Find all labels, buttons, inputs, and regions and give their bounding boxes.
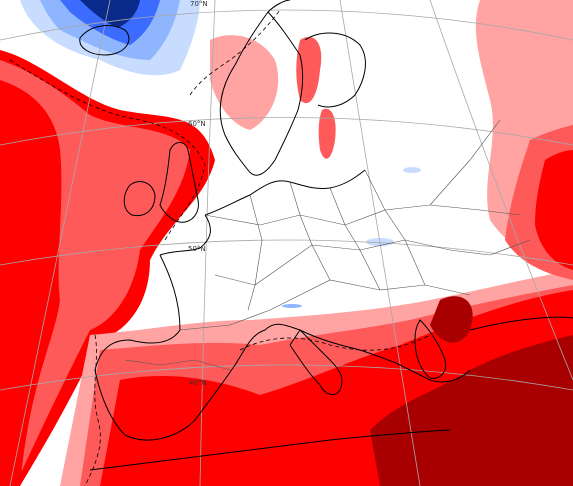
coastline-iceland [79, 25, 130, 56]
meridian-line-4 [429, 0, 573, 381]
border-segment-2 [289, 181, 331, 281]
coastline-finland [304, 32, 366, 108]
meridian-line-3 [339, 0, 421, 486]
coastline-turkey [469, 316, 573, 331]
anomaly-area-red-east [535, 150, 573, 270]
contour-line-north [189, 9, 281, 96]
border-segment-5 [204, 204, 431, 226]
coastline-north-africa [89, 429, 451, 471]
meridian-line-1 [9, 0, 111, 486]
border-segment-10 [449, 239, 531, 256]
coastline-scandinavia [219, 0, 304, 176]
border-segment-7 [179, 279, 471, 331]
latitude-line-50 [0, 239, 573, 266]
contour-line-med [239, 334, 431, 351]
anomaly-area-cool-italy [282, 304, 302, 308]
lat-label-70: 70°N [190, 0, 208, 8]
latitude-line-40 [0, 364, 573, 391]
latitude-line-70 [0, 9, 573, 41]
coastline-italy [289, 329, 343, 396]
border-segment-1 [247, 194, 263, 311]
anomaly-area-red-baltic [318, 108, 336, 159]
border-segment-4 [364, 169, 426, 286]
anomaly-area-dark-south [370, 335, 573, 486]
anomaly-area-dark-blue [80, 0, 140, 28]
border-segment-6 [214, 239, 451, 286]
lat-label-60: 60°N [188, 120, 206, 128]
political-borders [124, 119, 531, 371]
latitude-line-60 [0, 117, 573, 146]
border-segment-8 [429, 119, 501, 206]
lat-label-50: 50°N [188, 245, 206, 253]
lat-label-40: 40°N [189, 379, 207, 387]
contour-line-spain [84, 334, 101, 486]
anomaly-area-red-atlantic-core [0, 80, 62, 486]
coastline-ireland [123, 181, 156, 217]
border-segment-9 [429, 204, 521, 216]
coastline-great-britain [159, 142, 199, 223]
anomaly-contours [9, 9, 431, 486]
contour-line-west [9, 59, 206, 241]
latitude-labels: 70°N 60°N 50°N 40°N [188, 0, 208, 387]
anomaly-area-cool-poland [403, 167, 421, 173]
anomaly-area-dark-greece [430, 296, 473, 343]
border-segment-11 [124, 359, 231, 371]
anomaly-area-medium-finland [296, 36, 322, 104]
border-segment-3 [329, 187, 381, 291]
coastline-greece [414, 319, 447, 379]
anomaly-area-light-scandinavia [210, 35, 279, 130]
